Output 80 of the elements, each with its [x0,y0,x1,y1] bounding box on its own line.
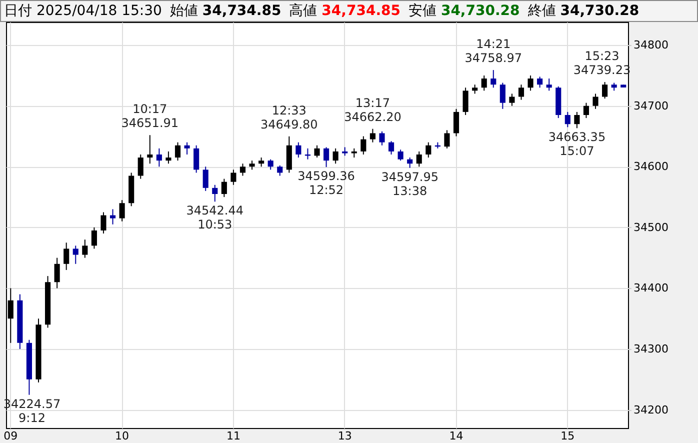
candlestick [296,142,302,158]
annotation: 12:33 34649.80 [260,103,318,132]
candlestick [528,74,534,92]
candlestick [453,108,460,137]
y-tick-label: 34500 [634,220,668,234]
y-tick-label: 34700 [634,99,668,112]
annotation: 34663.35 15:07 [548,130,606,158]
candlestick [360,136,366,155]
candlestick [82,239,88,258]
y-tick-label: 34800 [634,38,668,52]
candlestick [583,102,590,119]
candlestick [416,150,422,168]
candlestick [166,150,172,164]
candlestick [212,184,218,202]
candlestick [249,160,255,170]
candlestick [388,140,394,155]
x-tick-label: 14 [449,430,464,442]
candlestick [147,134,153,164]
text: 始値 34,734.85 [170,3,282,19]
candlestick [100,212,106,234]
candlestick [156,148,162,168]
annotation: 10:17 34651.91 [121,102,179,130]
candlestick [518,84,524,100]
y-tick-label: 34200 [634,403,668,416]
candlestick [481,74,487,92]
annotation: 34542.44 10:53 [186,204,244,232]
x-tick-label: 11 [226,430,240,442]
candlestick [202,166,208,192]
text: 高値 34,734.85 [289,3,400,19]
candlestick [194,144,200,174]
candlestick [472,84,478,94]
candlestick [537,76,543,88]
text: 終値 34,730.28 [528,3,640,19]
candlestick [277,164,283,176]
candlestick [184,142,190,155]
candlestick [370,128,376,143]
chart-title: 日付 2025/04/18 15:30 [4,3,162,19]
x-tick-label: 10 [115,430,130,442]
candlestick [91,226,97,250]
x-tick-label: 15 [560,430,575,442]
y-tick-label: 34400 [634,282,668,295]
candlestick [398,149,404,162]
candlestick [119,200,125,222]
candlestick [314,144,320,158]
candlestick [574,111,580,129]
text: 安値 34,730.28 [408,3,520,19]
annotation: 34599.36 12:52 [298,169,355,198]
candlestick [110,208,116,225]
annotation: 14:21 34758.97 [464,37,522,66]
candlestick [268,158,274,170]
y-tick-label: 34300 [634,342,668,356]
x-tick-label: 09 [4,430,18,442]
candlestick [221,178,227,198]
candlestick [64,242,70,270]
annotation: 13:17 34662.20 [344,96,402,124]
x-tick-label: 13 [338,430,352,442]
candlestick [592,93,598,110]
candlestick [174,142,181,162]
candlestick [72,245,78,264]
candlestick [258,157,264,168]
candlestick [602,82,608,100]
candlestick [500,82,506,110]
candlestick [426,142,432,158]
candlestick [462,87,468,116]
candlestick [351,148,357,158]
candlestick [230,169,236,186]
annotation: 34597.95 13:38 [381,170,438,198]
candlestick [379,130,385,146]
candlestick [444,130,450,149]
y-tick-label: 34600 [634,160,668,174]
candlestick [138,154,144,180]
candlestick [509,93,515,106]
candlestick [54,257,60,289]
candlestick [324,146,330,168]
candlestick [407,157,413,168]
candlestick [564,111,570,128]
candlestick [490,70,496,88]
candlestick [332,148,338,164]
candlestick [240,163,246,176]
candlestick [546,78,552,92]
